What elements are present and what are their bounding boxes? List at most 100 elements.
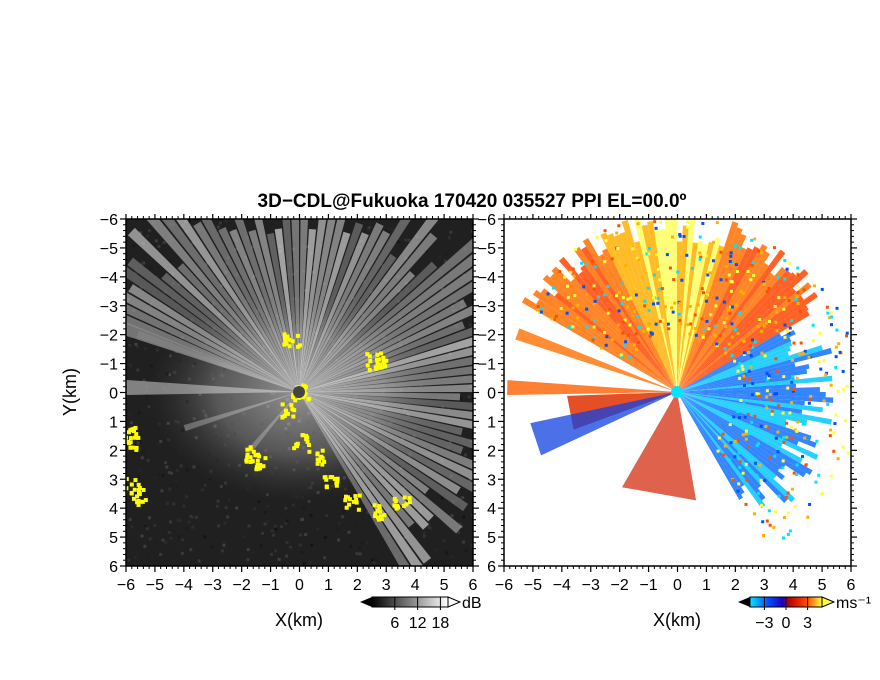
noise-cell xyxy=(139,231,143,235)
velocity-cell xyxy=(801,352,805,356)
noise-cell xyxy=(168,259,172,263)
noise-cell xyxy=(337,538,341,542)
ytick-label: 5 xyxy=(109,530,118,547)
noise-cell xyxy=(274,549,278,553)
noise-cell xyxy=(463,453,467,457)
saturated-cell xyxy=(122,429,126,433)
velocity-cell xyxy=(565,311,569,315)
noise-cell xyxy=(367,226,371,230)
velocity-beam-positive xyxy=(677,242,698,392)
velocity-cell xyxy=(744,429,748,433)
noise-cell xyxy=(250,551,254,555)
xtick-label: −6 xyxy=(117,577,135,594)
saturated-cell xyxy=(320,462,325,467)
velocity-cell xyxy=(768,523,772,527)
noise-cell xyxy=(282,562,286,566)
noise-cell xyxy=(181,538,185,542)
velocity-beam-negative xyxy=(677,392,783,448)
saturated-cell xyxy=(291,392,296,397)
velocity-cell xyxy=(742,374,746,378)
velocity-beam-positive xyxy=(677,221,739,392)
velocity-cell xyxy=(701,335,705,339)
velocity-cell xyxy=(661,318,665,322)
noise-cell xyxy=(189,548,193,552)
noise-cell xyxy=(257,500,261,504)
ytick-label: 2 xyxy=(487,443,496,460)
saturated-cell xyxy=(378,351,383,356)
velocity-cell xyxy=(719,250,723,254)
velocity-beam-negative xyxy=(677,332,782,392)
velocity-beam-positive xyxy=(677,272,775,392)
velocity-cell xyxy=(615,231,619,235)
saturated-cell xyxy=(282,342,287,347)
velocity-cell xyxy=(757,249,761,253)
noise-cell xyxy=(135,375,139,379)
velocity-cell xyxy=(739,290,743,294)
noise-cell xyxy=(325,513,329,517)
velocity-cell xyxy=(793,505,797,509)
velocity-cell xyxy=(782,375,786,379)
velocity-cell xyxy=(724,278,728,282)
velocity-cell xyxy=(620,302,624,306)
snr-beam xyxy=(299,219,309,392)
saturated-cell xyxy=(315,461,320,466)
velocity-cell xyxy=(718,334,722,338)
velocity-cell xyxy=(694,245,698,249)
noise-cell xyxy=(203,483,207,487)
noise-cell xyxy=(167,471,171,475)
velocity-cell xyxy=(829,323,833,327)
saturated-cell xyxy=(128,436,133,441)
velocity-cell xyxy=(715,342,719,346)
velocity-cell xyxy=(796,420,800,424)
velocity-cell xyxy=(650,332,654,336)
velocity-cell xyxy=(747,467,751,471)
velocity-cell xyxy=(554,314,558,318)
velocity-cell xyxy=(788,529,792,533)
velocity-beam-positive xyxy=(677,244,768,392)
noise-cell xyxy=(179,270,183,274)
velocity-beam-negative xyxy=(677,392,808,425)
noise-cell xyxy=(132,282,136,286)
velocity-cell xyxy=(603,260,607,264)
velocity-cell xyxy=(795,473,799,477)
velocity-colorbar: −3 0 3 ms⁻¹ xyxy=(738,595,871,632)
saturated-cell xyxy=(132,435,137,440)
xtick-label: 2 xyxy=(731,577,740,594)
noise-cell xyxy=(462,347,466,351)
saturated-cell xyxy=(378,514,383,519)
velocity-cell xyxy=(783,296,787,300)
noise-cell xyxy=(189,514,193,518)
xtick-label: 4 xyxy=(789,577,798,594)
noise-cell xyxy=(266,504,270,508)
velocity-beam-positive xyxy=(677,233,747,392)
velocity-cell xyxy=(744,502,748,506)
velocity-cell xyxy=(811,323,815,327)
velocity-cell xyxy=(686,225,690,229)
saturated-cell xyxy=(258,466,263,471)
noise-cell xyxy=(191,525,195,529)
velocity-cell xyxy=(621,331,625,335)
velocity-cell xyxy=(636,340,640,344)
saturated-cell xyxy=(291,414,296,419)
velocity-beam-negative xyxy=(677,392,745,488)
noise-cell xyxy=(226,515,230,519)
saturated-cell xyxy=(129,482,134,487)
noise-cell xyxy=(299,533,303,537)
velocity-cell xyxy=(784,495,788,499)
velocity-beam-negative xyxy=(677,392,817,448)
noise-cell xyxy=(455,301,459,305)
velocity-cell xyxy=(672,278,676,282)
velocity-cell xyxy=(762,533,766,537)
velocity-cell xyxy=(698,257,702,261)
velocity-cell xyxy=(737,416,741,420)
velocity-cell xyxy=(666,322,670,326)
colorbar-unit: ms⁻¹ xyxy=(836,595,871,612)
velocity-cell xyxy=(811,339,815,343)
velocity-cell xyxy=(673,301,677,305)
velocity-cell xyxy=(572,274,576,278)
velocity-cell xyxy=(704,299,708,303)
velocity-cell xyxy=(736,332,740,336)
noise-cell xyxy=(404,238,408,242)
saturated-cell xyxy=(141,487,146,492)
velocity-cell xyxy=(678,234,682,238)
